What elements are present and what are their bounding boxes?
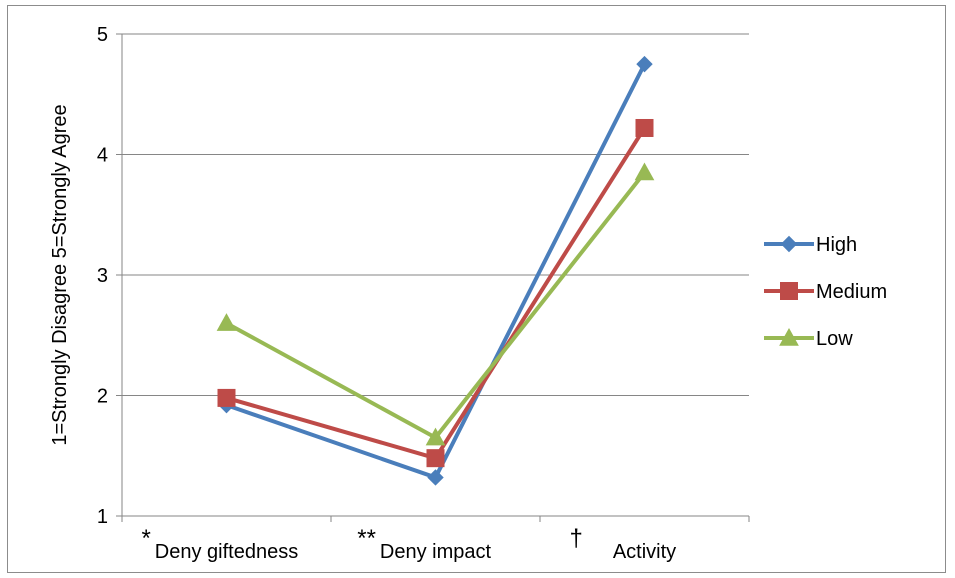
x-category-marker: † — [569, 525, 582, 552]
chart-frame: 1 2 3 4 5 Deny giftedness * Deny impact ** Activ… — [7, 5, 946, 573]
data-point — [637, 57, 652, 72]
data-point — [636, 119, 653, 136]
y-tick-label: 5 — [97, 24, 108, 46]
gridlines — [116, 34, 749, 522]
x-category-label: Deny giftedness — [155, 541, 298, 563]
x-category: Activity † — [569, 525, 676, 563]
data-point — [636, 164, 654, 180]
x-category: Deny impact** — [357, 525, 491, 563]
x-category-marker: ** — [357, 525, 376, 552]
y-tick-label: 2 — [97, 386, 108, 408]
legend-label: High — [816, 234, 857, 256]
data-point — [218, 389, 235, 406]
legend-label: Medium — [816, 281, 887, 303]
y-tick-label: 1 — [97, 506, 108, 528]
series-high — [219, 57, 652, 485]
data-point — [218, 314, 236, 330]
legend-swatch-marker — [782, 237, 797, 252]
series-line — [227, 173, 645, 438]
y-tick-labels: 1 2 3 4 5 — [97, 24, 108, 528]
line-chart: 1 2 3 4 5 Deny giftedness* Deny impact** Activ… — [8, 6, 947, 574]
y-tick-label: 4 — [97, 145, 108, 167]
x-category-marker: * — [141, 525, 150, 552]
series-medium — [218, 119, 653, 466]
x-category: Deny giftedness* — [141, 525, 298, 563]
series-low — [218, 164, 654, 445]
data-point — [427, 450, 444, 467]
x-category-labels: Deny giftedness* Deny impact** Activity † — [141, 525, 676, 563]
legend-item: Low — [764, 328, 853, 350]
y-tick-label: 3 — [97, 265, 108, 287]
legend-item: High — [764, 234, 857, 256]
legend-label: Low — [816, 328, 853, 350]
y-axis-title: 1=Strongly Disagree 5=Strongly Agree — [49, 104, 71, 445]
data-point — [428, 470, 443, 485]
series-line — [227, 128, 645, 458]
legend-item: Medium — [764, 281, 887, 303]
series-lines — [218, 57, 654, 485]
legend-swatch-marker — [781, 283, 798, 300]
x-category-label: Deny impact — [380, 541, 492, 563]
legend: High Medium Low — [764, 234, 887, 350]
x-category-label: Activity — [613, 541, 676, 563]
